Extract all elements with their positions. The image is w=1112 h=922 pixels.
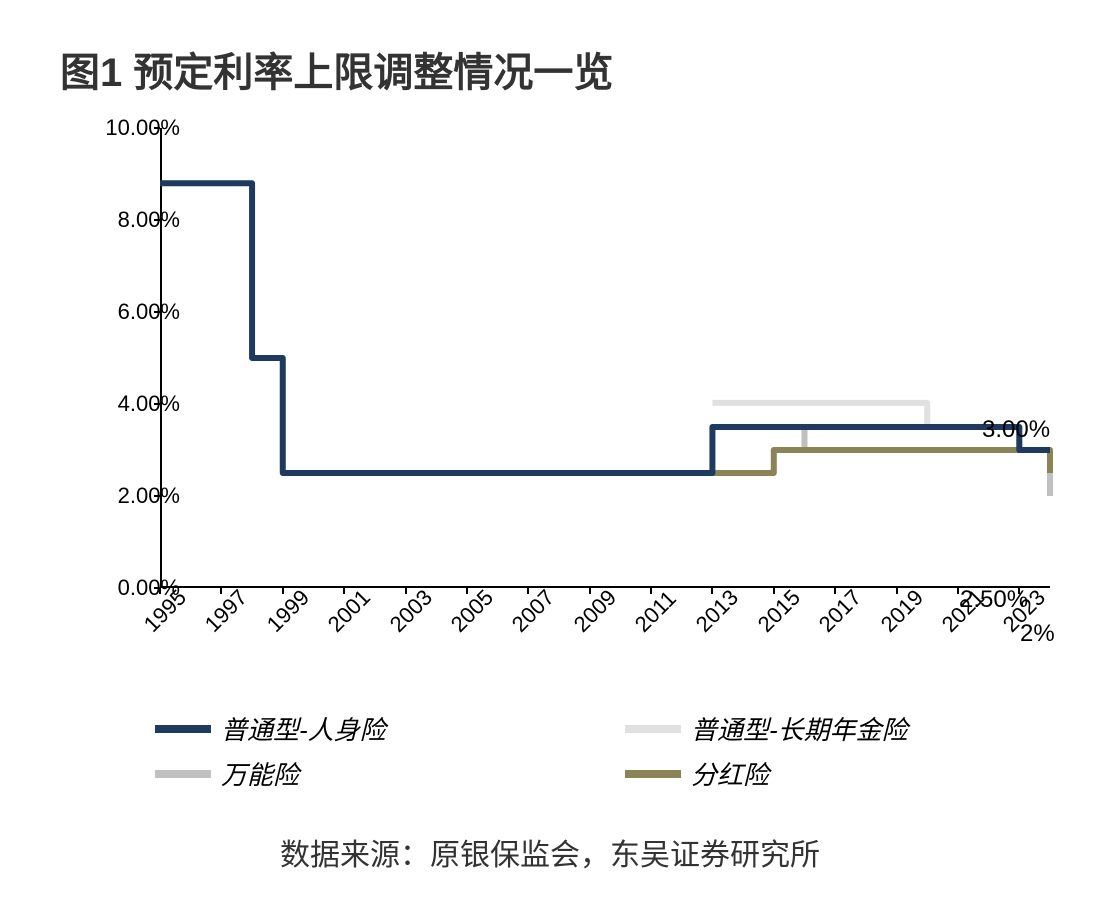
data-source: 数据来源：原银保监会，东吴证券研究所 [280,830,820,874]
legend-swatch [155,770,211,778]
x-axis-tick-label: 2009 [568,585,621,638]
x-axis-tick-label: 2005 [446,585,499,638]
x-axis-tick-label: 1999 [262,585,315,638]
y-axis-tick-mark [154,495,160,497]
series-line-ordinary_life [160,183,1050,473]
legend-label: 分红险 [691,755,769,792]
x-axis-tick-mark [589,588,591,594]
x-axis-tick-label: 2003 [384,585,437,638]
x-axis-tick-mark [405,588,407,594]
chart-container: 0.00%2.00%4.00%6.00%8.00%10.00%199519971… [60,118,1080,668]
legend-item-ordinary_annuity: 普通型-长期年金险 [625,710,1055,747]
y-axis-tick-label: 10.00% [105,115,180,141]
legend-item-ordinary_life: 普通型-人身险 [155,710,585,747]
data-annotation: 3.00% [982,416,1050,444]
x-axis-tick-label: 2007 [507,585,560,638]
x-axis-tick-mark [896,588,898,594]
data-annotation: 2% [1020,620,1055,648]
chart-lines-svg [160,128,1050,588]
y-axis-tick-label: 4.00% [118,391,180,417]
legend: 普通型-人身险 普通型-长期年金险万能险 分红险 [155,710,1055,792]
x-axis-tick-mark [466,588,468,594]
legend-swatch [155,725,211,733]
x-axis-tick-mark [220,588,222,594]
legend-label: 万能险 [221,755,299,792]
x-axis-tick-label: 2017 [814,585,867,638]
y-axis-tick-label: 8.00% [118,207,180,233]
data-annotation: 2.50% [960,586,1028,614]
x-axis-tick-label: 2015 [753,585,806,638]
series-line-participating [682,450,1050,473]
x-axis-tick-label: 2013 [691,585,744,638]
y-axis-tick-mark [154,311,160,313]
legend-swatch [625,725,681,733]
legend-label: 普通型-人身险 [221,710,386,747]
x-axis-tick-label: 2019 [875,585,928,638]
x-axis-tick-mark [834,588,836,594]
x-axis-tick-mark [343,588,345,594]
y-axis-tick-label: 2.00% [118,483,180,509]
legend-label: 普通型-长期年金险 [691,710,908,747]
x-axis-tick-mark [711,588,713,594]
chart-title: 图1 预定利率上限调整情况一览 [0,0,1112,118]
x-axis-tick-label: 2001 [323,585,376,638]
y-axis-tick-label: 6.00% [118,299,180,325]
x-axis-tick-mark [957,588,959,594]
x-axis-tick-label: 2011 [630,586,682,638]
legend-item-universal: 万能险 [155,755,585,792]
legend-swatch [625,770,681,778]
x-axis-tick-mark [527,588,529,594]
x-axis-tick-mark [282,588,284,594]
x-axis-tick-mark [650,588,652,594]
y-axis-tick-mark [154,219,160,221]
y-axis-tick-mark [154,127,160,129]
x-axis-tick-mark [159,588,161,594]
x-axis-tick-label: 1997 [200,585,253,638]
y-axis-tick-mark [154,403,160,405]
x-axis-tick-mark [773,588,775,594]
legend-item-participating: 分红险 [625,755,1055,792]
